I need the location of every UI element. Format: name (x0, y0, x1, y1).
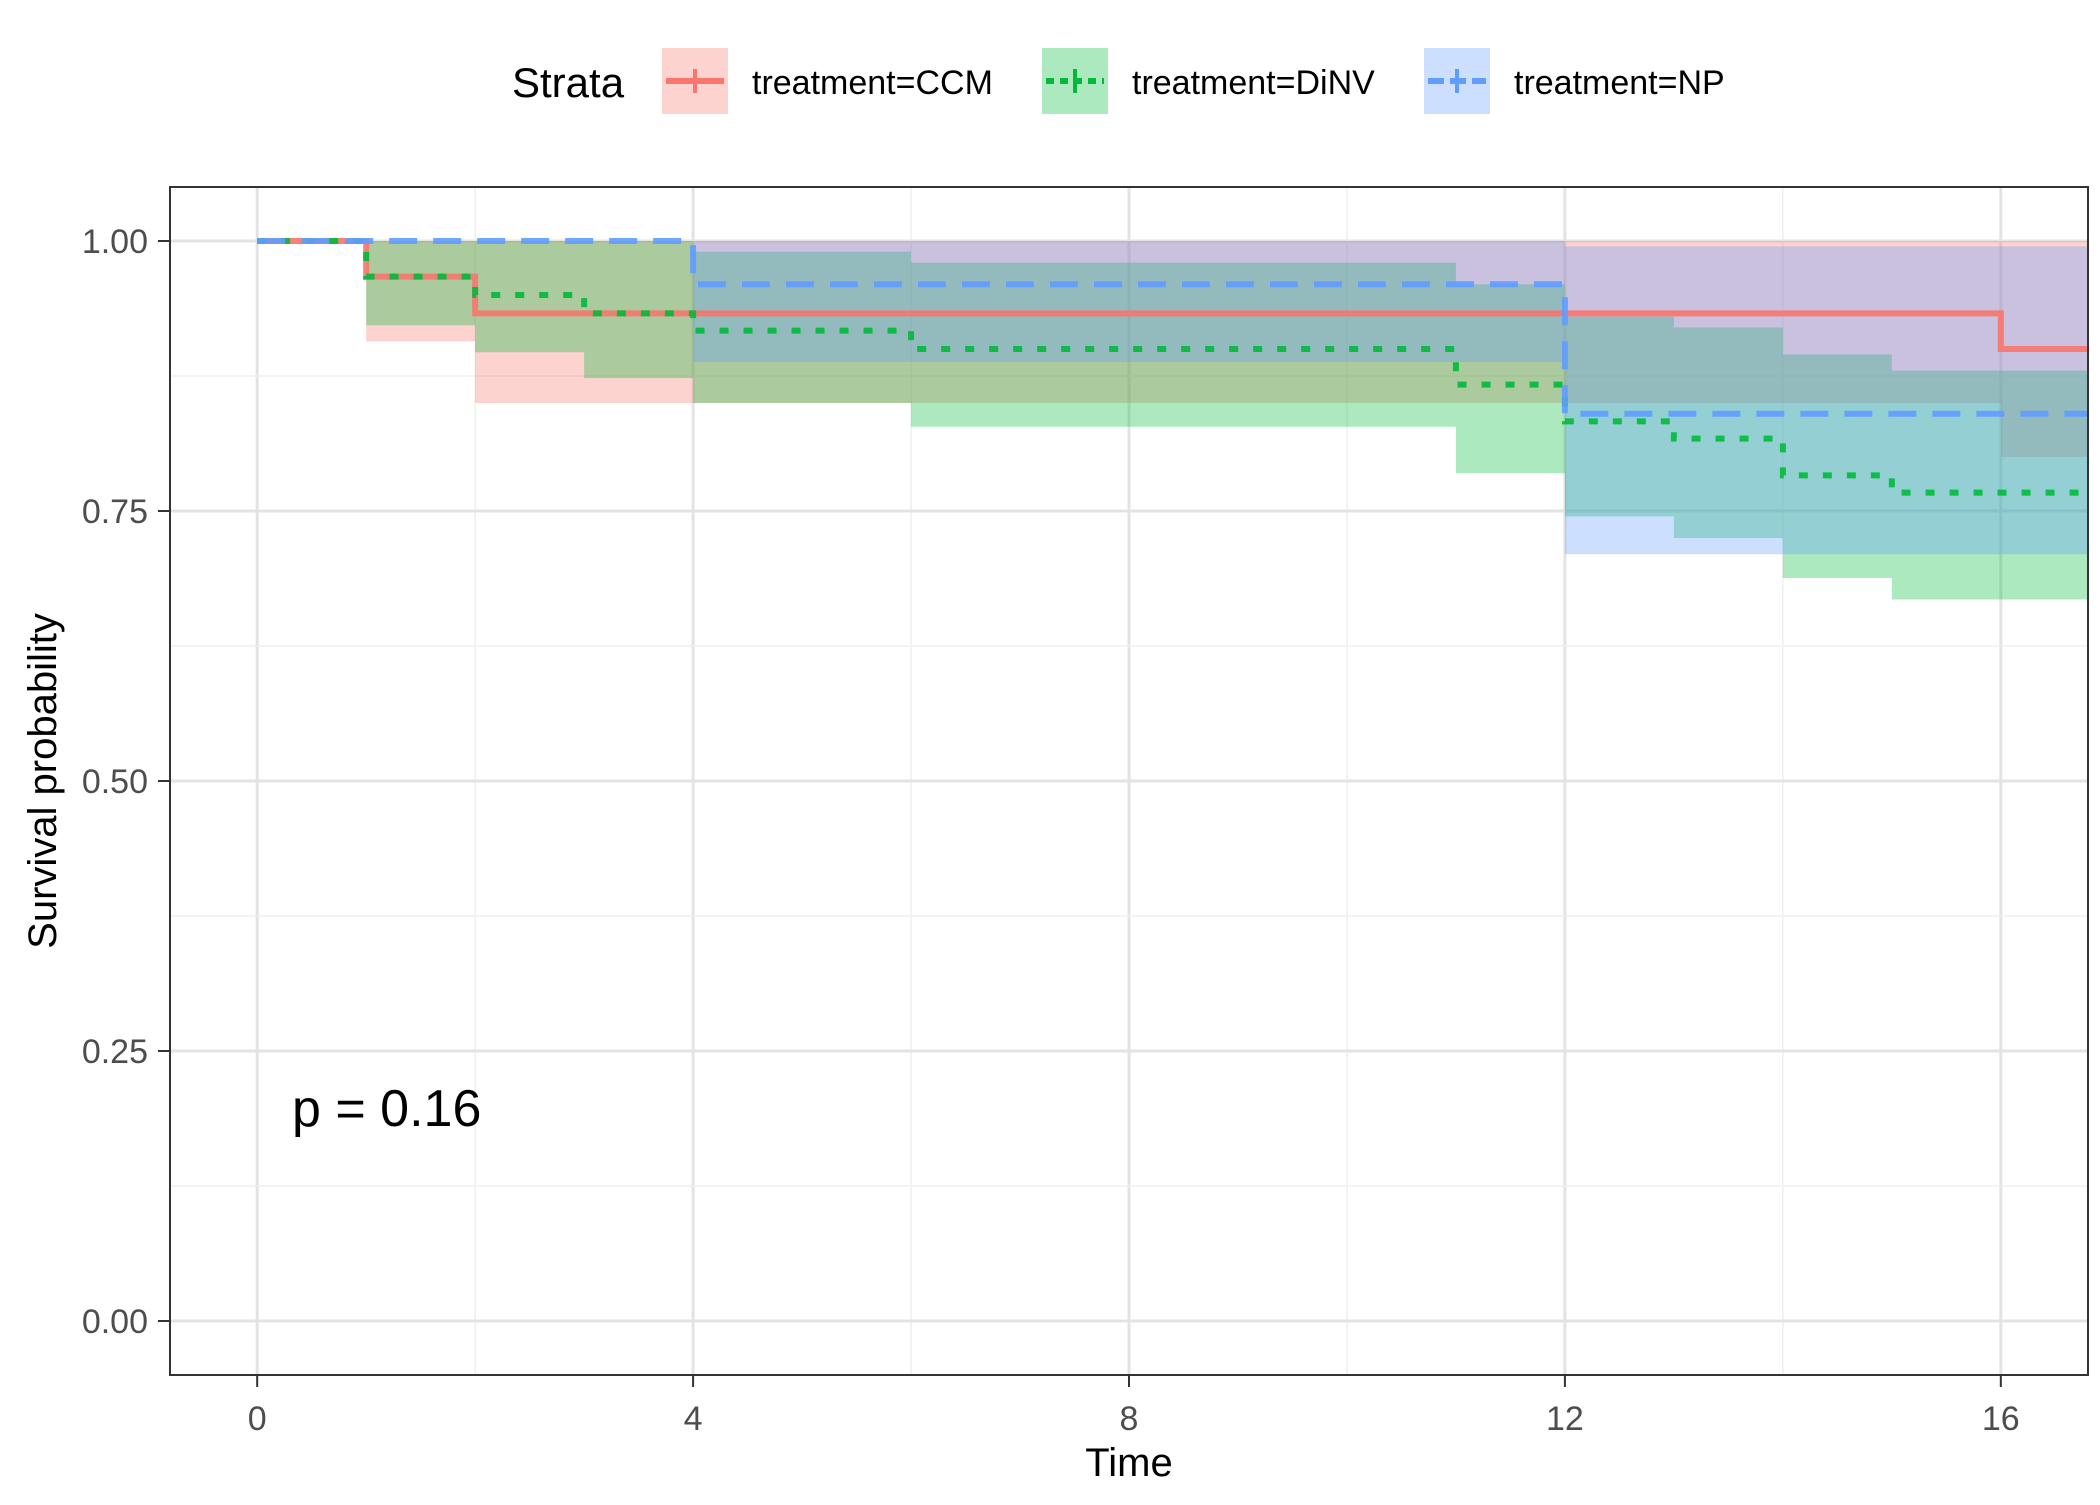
confidence-band-treatment-np (257, 241, 2088, 555)
confidence-band-treatment-dinv (257, 241, 2088, 600)
survival-curve-treatment-dinv (257, 238, 2088, 496)
x-tick-label: 16 (1982, 1400, 2020, 1438)
legend-item-treatment-np: treatment=NP (1424, 48, 1725, 114)
confidence-bands (257, 241, 2088, 600)
survival-curves (257, 238, 2088, 496)
x-tick-label: 4 (684, 1400, 703, 1438)
y-tick-label: 0.75 (82, 493, 148, 531)
x-axis-title: Time (1085, 1441, 1172, 1485)
confidence-band-treatment-ccm (257, 241, 2088, 457)
y-tick-label: 1.00 (82, 223, 148, 261)
legend-label: treatment=DiNV (1132, 64, 1375, 102)
x-tick-label: 12 (1546, 1400, 1584, 1438)
legend-title: Strata (512, 59, 625, 106)
x-tick-label: 8 (1120, 1400, 1139, 1438)
legend-label: treatment=NP (1514, 64, 1725, 102)
axes: 0 4 8 12 16 0.00 0.25 0.50 0.75 1.00 (82, 223, 2020, 1438)
p-value-annotation: p = 0.16 (292, 1080, 481, 1138)
legend-item-treatment-dinv: treatment=DiNV (1042, 48, 1375, 114)
legend: Strata treatment=CCM treatment=DiNV treatme… (512, 48, 1725, 114)
survival-curve-treatment-np (257, 238, 2088, 417)
legend-label: treatment=CCM (752, 64, 993, 102)
legend-item-treatment-ccm: treatment=CCM (662, 48, 993, 114)
y-tick-label: 0.25 (82, 1033, 148, 1071)
x-tick-label: 0 (248, 1400, 267, 1438)
grid-lines (170, 187, 2088, 1375)
y-tick-label: 0.50 (82, 763, 148, 801)
y-axis-title: Survival probability (21, 613, 65, 949)
y-tick-label: 0.00 (82, 1303, 148, 1341)
